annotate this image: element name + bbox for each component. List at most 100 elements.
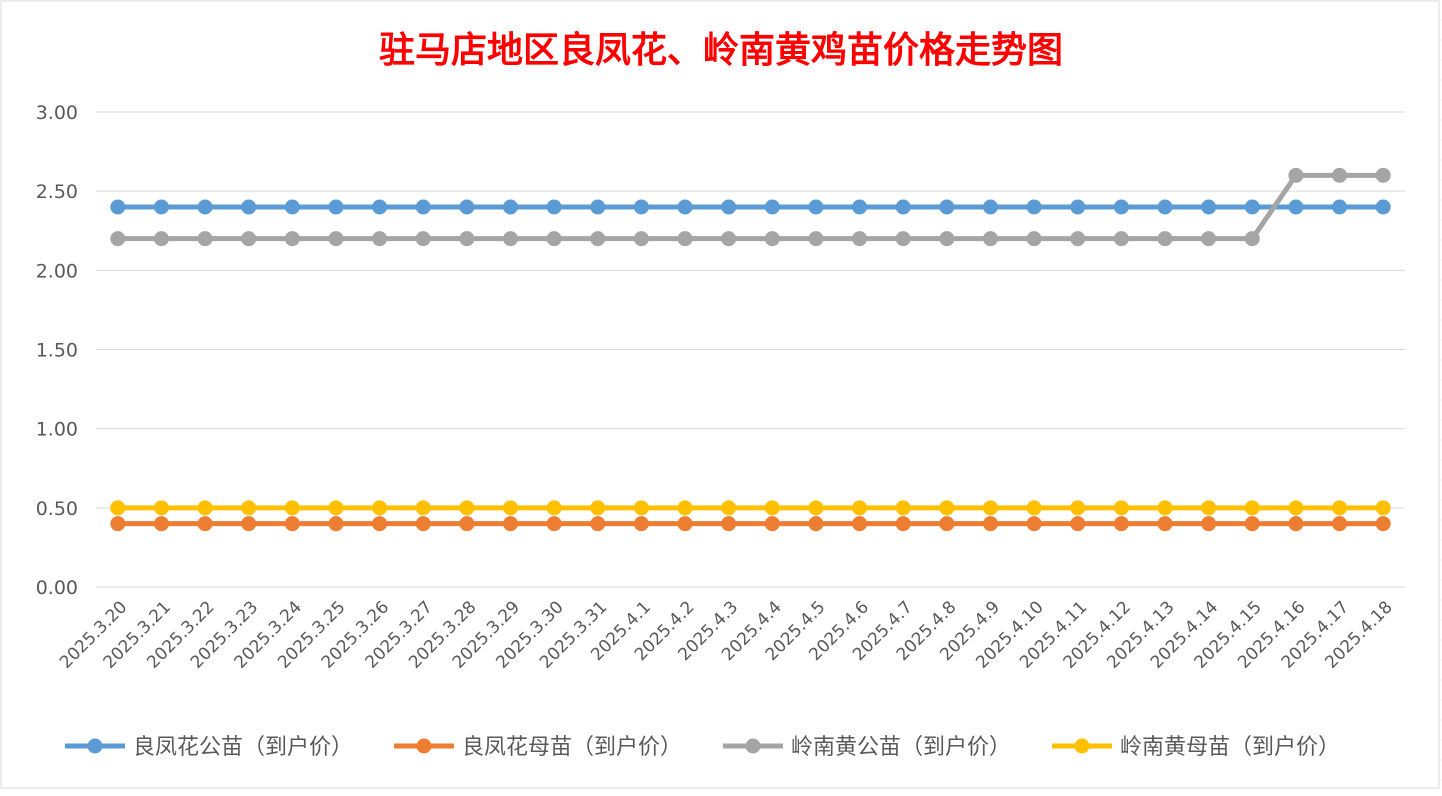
data-point [241,500,257,516]
data-point [808,500,824,516]
data-point [1375,516,1391,532]
data-point [1113,231,1129,247]
data-point [1157,516,1173,532]
data-point [1157,500,1173,516]
data-point [1288,516,1304,532]
data-point [939,500,955,516]
data-point [721,231,737,247]
data-point [590,199,606,215]
data-point [1201,516,1217,532]
data-point [764,516,780,532]
data-point [764,199,780,215]
y-axis-tick-labels: 0.00 0.50 1.00 1.50 2.00 2.50 3.00 [36,102,78,599]
legend-marker [1074,738,1090,754]
data-point [459,199,475,215]
y-tick-label: 1.00 [36,419,78,441]
data-point [197,516,213,532]
data-point [677,500,693,516]
data-point [328,199,344,215]
data-point [1113,516,1129,532]
data-point [982,500,998,516]
data-point [1157,231,1173,247]
legend-label: 岭南黄公苗（到户价） [791,735,1011,760]
data-point [328,516,344,532]
data-point [284,500,300,516]
data-point [153,231,169,247]
data-point [1113,500,1129,516]
data-point [852,199,868,215]
data-point [372,500,388,516]
data-point [372,516,388,532]
data-point [415,231,431,247]
data-point [633,500,649,516]
data-point [939,199,955,215]
data-point [1375,167,1391,183]
data-point [1026,500,1042,516]
data-point [895,199,911,215]
data-point [852,516,868,532]
legend-marker [87,738,103,754]
data-point [764,500,780,516]
data-point [1201,231,1217,247]
data-point [590,231,606,247]
data-point [1070,516,1086,532]
data-point [677,199,693,215]
data-point [1026,199,1042,215]
data-point [721,199,737,215]
data-point [895,500,911,516]
data-point [110,500,126,516]
data-point [241,199,257,215]
data-point [1070,231,1086,247]
data-point [197,199,213,215]
data-point [982,516,998,532]
data-point [895,231,911,247]
legend-label: 岭南黄母苗（到户价） [1120,735,1340,760]
data-point [808,516,824,532]
data-point [633,199,649,215]
data-point [110,199,126,215]
data-point [1113,199,1129,215]
data-point [982,199,998,215]
data-point [1201,500,1217,516]
data-point [633,516,649,532]
data-point [1375,500,1391,516]
legend-marker [745,738,761,754]
data-point [1244,516,1260,532]
data-point [1201,199,1217,215]
data-point [459,516,475,532]
series-points [110,167,1391,532]
data-point [415,199,431,215]
data-point [546,231,562,247]
data-point [284,199,300,215]
data-point [939,516,955,532]
data-point [153,500,169,516]
data-point [503,500,519,516]
data-point [808,199,824,215]
data-point [1244,231,1260,247]
data-point [982,231,998,247]
data-point [1288,500,1304,516]
legend-marker [416,738,432,754]
y-tick-label: 2.00 [36,260,78,282]
data-point [503,231,519,247]
data-point [1332,500,1348,516]
data-point [764,231,780,247]
data-point [721,500,737,516]
data-point [284,516,300,532]
data-point [153,199,169,215]
data-point [895,516,911,532]
data-point [415,516,431,532]
data-point [852,231,868,247]
data-point [677,231,693,247]
data-point [503,199,519,215]
data-point [721,516,737,532]
data-point [546,500,562,516]
data-point [372,199,388,215]
data-point [1375,199,1391,215]
data-point [1332,167,1348,183]
data-point [328,231,344,247]
data-point [1157,199,1173,215]
